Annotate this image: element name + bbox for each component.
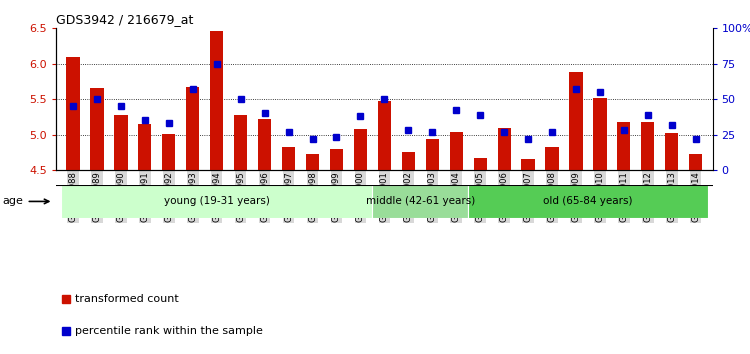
Bar [306, 154, 319, 170]
Bar [641, 122, 655, 170]
Text: age: age [3, 196, 49, 206]
Bar [114, 115, 128, 170]
Text: percentile rank within the sample: percentile rank within the sample [75, 326, 262, 336]
FancyBboxPatch shape [468, 185, 708, 218]
Bar [91, 88, 104, 170]
Bar [67, 57, 80, 170]
Bar [378, 101, 391, 170]
Bar [689, 154, 702, 170]
Bar [186, 87, 200, 170]
Bar [450, 132, 463, 170]
Bar [330, 149, 343, 170]
Bar [210, 31, 224, 170]
Bar [258, 119, 272, 170]
FancyBboxPatch shape [373, 185, 468, 218]
Bar [473, 158, 487, 170]
Bar [282, 147, 296, 170]
Bar [545, 147, 559, 170]
Bar [521, 159, 535, 170]
FancyBboxPatch shape [61, 185, 373, 218]
Bar [426, 139, 439, 170]
Bar [593, 98, 607, 170]
Bar [497, 128, 511, 170]
Text: old (65-84 years): old (65-84 years) [543, 196, 633, 206]
Bar [665, 133, 678, 170]
Bar [138, 124, 152, 170]
Text: middle (42-61 years): middle (42-61 years) [366, 196, 475, 206]
Bar [402, 152, 415, 170]
Bar [354, 129, 367, 170]
Bar [569, 72, 583, 170]
Text: transformed count: transformed count [75, 295, 178, 304]
Text: GDS3942 / 216679_at: GDS3942 / 216679_at [56, 13, 194, 26]
Bar [162, 134, 176, 170]
Bar [617, 122, 631, 170]
Text: young (19-31 years): young (19-31 years) [164, 196, 270, 206]
Bar [234, 115, 248, 170]
